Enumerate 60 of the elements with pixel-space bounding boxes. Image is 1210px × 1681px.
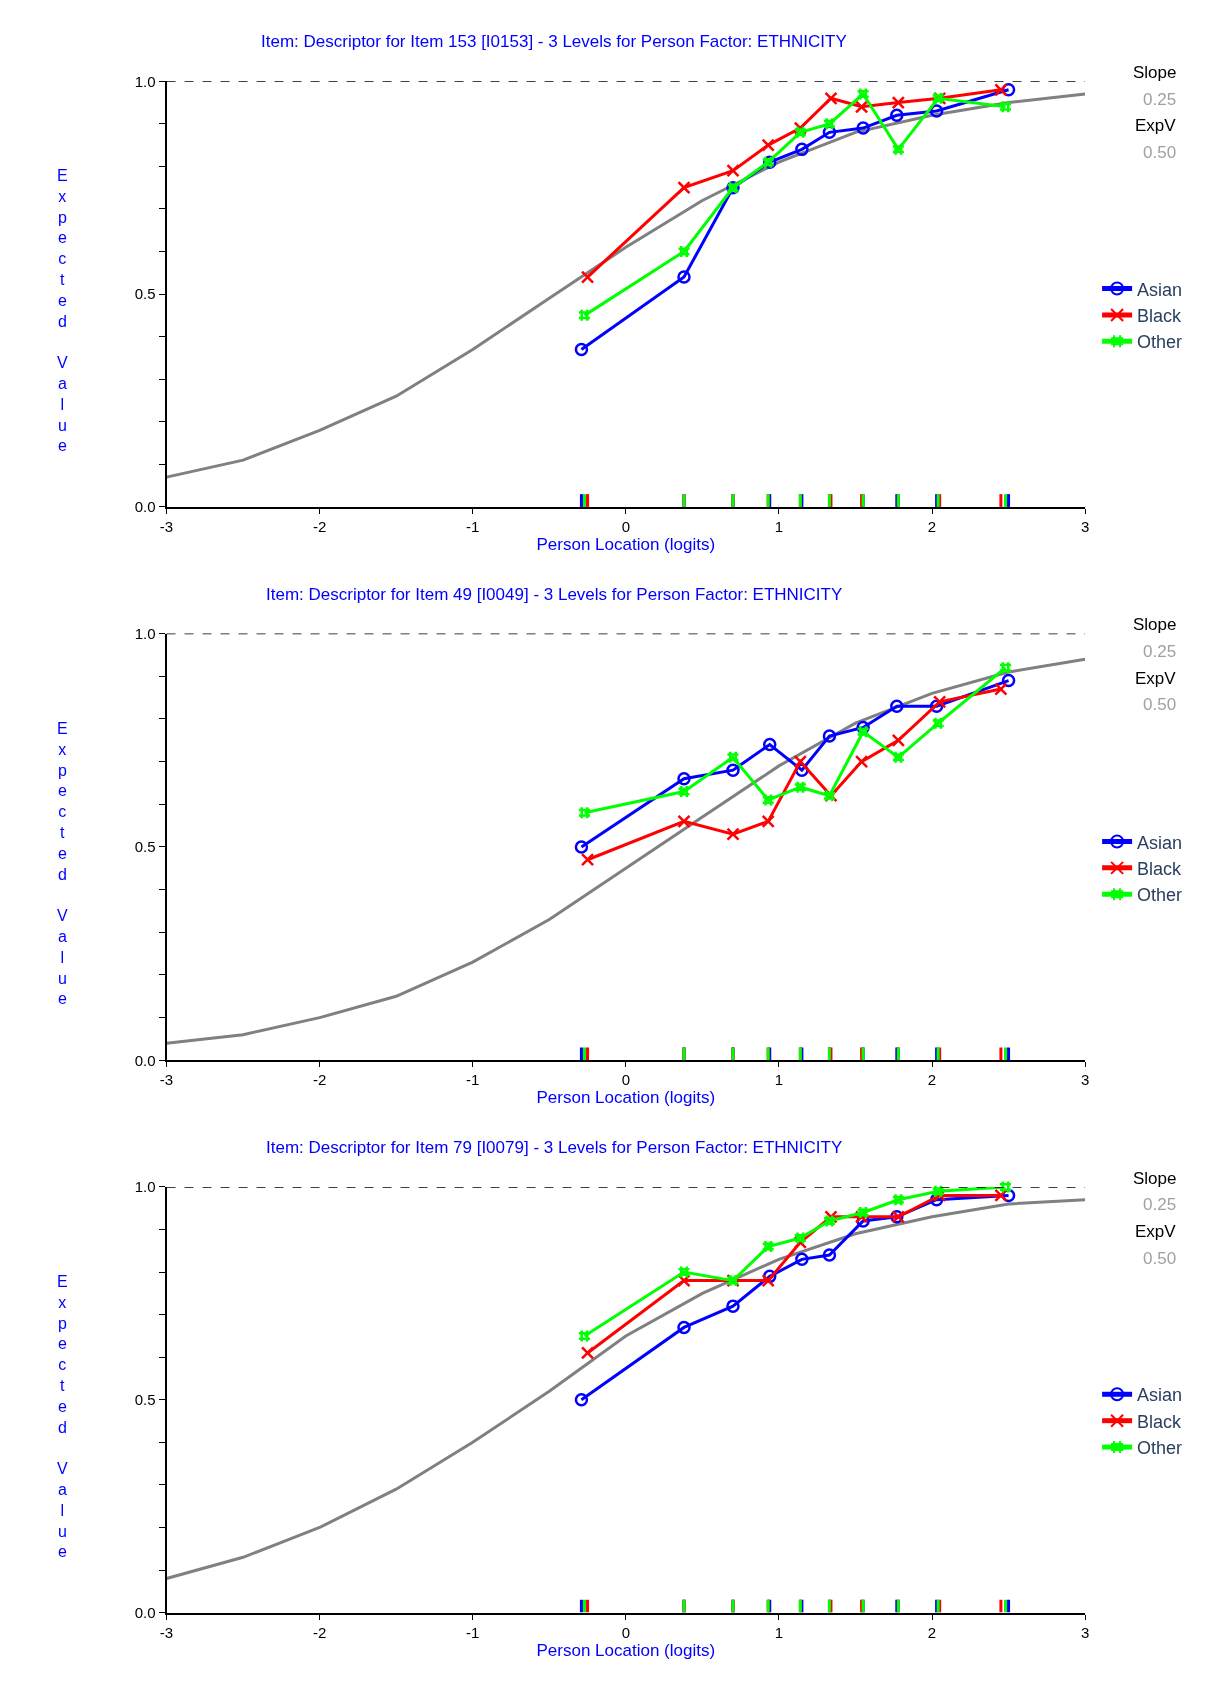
text: ExpV (1135, 1222, 1177, 1241)
chart-title: Item: Descriptor for Item 49 [I0049] - 3 Levels for Person Factor: ETHNICITY (266, 585, 843, 604)
x-tick-label: 2 (927, 517, 937, 535)
x-tick-label: 1 (774, 517, 784, 535)
x-tick-label: 3 (1080, 517, 1090, 535)
x-tick-label: -3 (159, 1071, 174, 1089)
x-tick-label: -1 (466, 1071, 480, 1089)
y-tick-label: 1.0 (134, 624, 156, 642)
text: Expected Value (57, 720, 68, 1008)
legend-label: Asian (1137, 1385, 1183, 1406)
x-tick-label: 2 (927, 1071, 937, 1089)
x-tick-label: 1 (774, 1623, 784, 1641)
x-tick-label: -1 (466, 1623, 480, 1641)
legend-label: Other (1137, 885, 1183, 906)
y-tick-label: 0.5 (134, 285, 156, 303)
x-tick-label: 0 (621, 1071, 630, 1089)
text: 0.50 (1143, 143, 1177, 162)
legend-label: Black (1137, 1411, 1183, 1432)
x-axis-title: Person Location (logits) (536, 1640, 716, 1660)
legend-label: Other (1137, 332, 1183, 353)
y-tick-label: 0.0 (134, 1051, 156, 1069)
x-tick-label: 1 (774, 1071, 784, 1089)
legend-label: Other (1137, 1438, 1183, 1459)
y-tick-label: 1.0 (134, 1178, 156, 1196)
y-tick-label: 0.5 (134, 1391, 156, 1409)
x-tick-label: -2 (312, 1071, 327, 1089)
x-tick-label: 0 (621, 1623, 630, 1641)
x-axis-title: Person Location (logits) (536, 534, 716, 554)
y-tick-label: 1.0 (134, 72, 156, 90)
x-tick-label: -3 (159, 517, 174, 535)
text: ExpV (1135, 669, 1177, 688)
text: Slope (1133, 63, 1177, 82)
x-tick-label: -1 (466, 517, 480, 535)
text: Slope (1133, 615, 1177, 634)
chart-title: Item: Descriptor for Item 153 [I0153] - 3 Levels for Person Factor: ETHNICITY (261, 32, 847, 51)
chart-title: Item: Descriptor for Item 79 [I0079] - 3 Levels for Person Factor: ETHNICITY (266, 1138, 843, 1157)
text: 0.25 (1143, 90, 1177, 109)
text: 0.25 (1143, 642, 1177, 661)
x-tick-label: 3 (1080, 1071, 1090, 1089)
x-tick-label: 3 (1080, 1623, 1090, 1641)
x-tick-label: 2 (927, 1623, 937, 1641)
y-tick-label: 0.0 (134, 498, 156, 516)
y-tick-label: 0.5 (134, 838, 156, 856)
legend-label: Asian (1137, 279, 1183, 300)
x-tick-label: -3 (159, 1623, 174, 1641)
y-tick-label: 0.0 (134, 1603, 156, 1621)
text: Expected Value (57, 167, 68, 455)
x-axis-title: Person Location (logits) (536, 1088, 716, 1108)
legend-label: Black (1137, 858, 1183, 879)
legend-label: Asian (1137, 832, 1183, 853)
x-tick-label: 0 (621, 517, 630, 535)
x-tick-label: -2 (312, 1623, 327, 1641)
text: Slope (1133, 1169, 1177, 1188)
text: 0.50 (1143, 695, 1177, 714)
text: ExpV (1135, 116, 1177, 135)
text: 0.25 (1143, 1195, 1177, 1214)
x-tick-label: -2 (312, 517, 327, 535)
legend-label: Black (1137, 305, 1183, 326)
text: Expected Value (57, 1273, 68, 1561)
text: 0.50 (1143, 1249, 1177, 1268)
